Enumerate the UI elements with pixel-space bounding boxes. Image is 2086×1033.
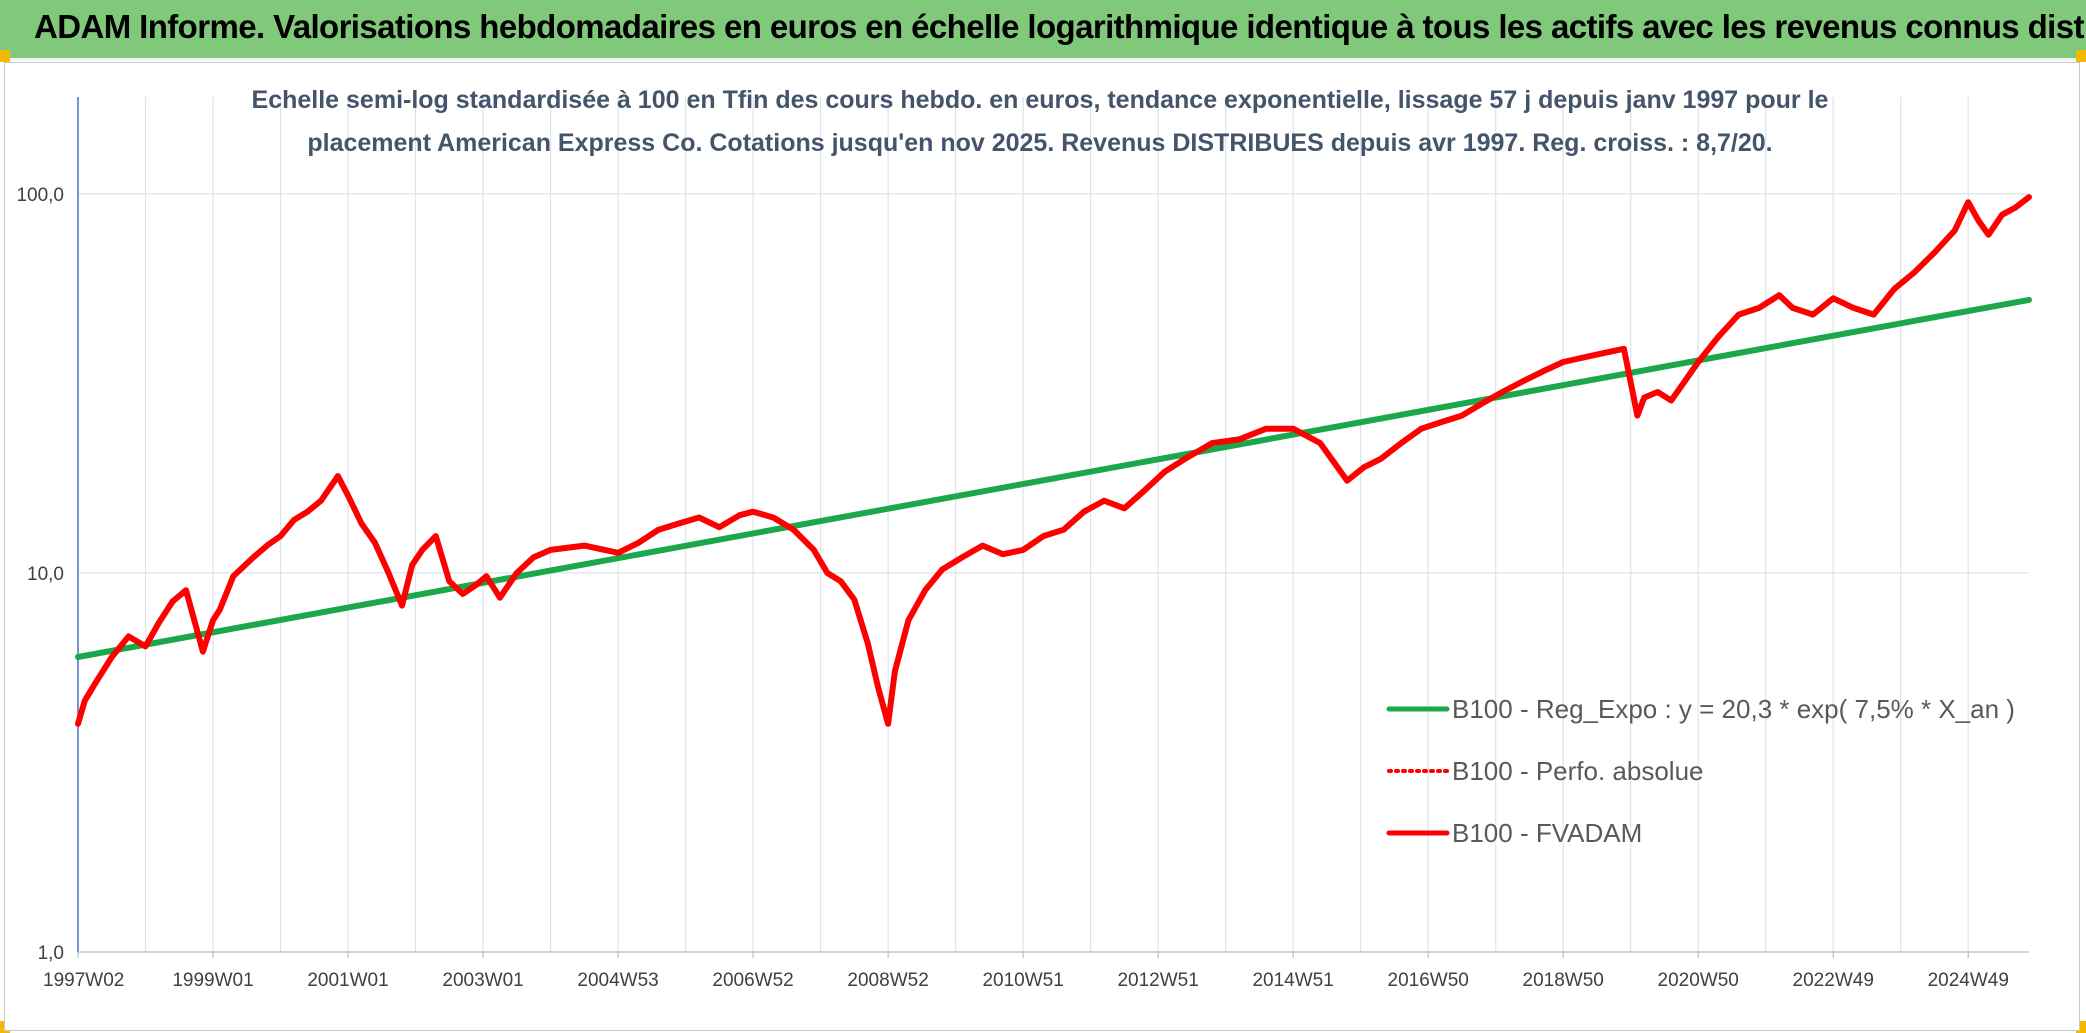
grid-layer xyxy=(78,97,2029,953)
legend-label-2: B100 - Perfo. absolue xyxy=(1452,756,1704,786)
x-tick-label: 1997W02 xyxy=(43,970,124,991)
x-tick-label: 2006W52 xyxy=(712,970,793,991)
chart-area: Echelle semi-log standardisée à 100 en T… xyxy=(4,62,2080,1031)
chart-subtitle: Echelle semi-log standardisée à 100 en T… xyxy=(252,86,1829,157)
x-tick-label: 2001W01 xyxy=(307,970,388,991)
x-tick-label: 2008W52 xyxy=(847,970,928,991)
x-tick-label: 1999W01 xyxy=(172,970,253,991)
x-tick-label: 2012W51 xyxy=(1117,970,1198,991)
corner-marker-bottom-right xyxy=(2076,1021,2086,1033)
x-tick-label: 2020W50 xyxy=(1658,970,1739,991)
x-tick-label: 2004W53 xyxy=(577,970,658,991)
chart-subtitle-line: Echelle semi-log standardisée à 100 en T… xyxy=(252,86,1829,114)
legend-label-3: B100 - FVADAM xyxy=(1452,818,1642,848)
x-tick-label: 2022W49 xyxy=(1793,970,1874,991)
x-tick-label: 2018W50 xyxy=(1523,970,1604,991)
legend: B100 - Reg_Expo : y = 20,3 * exp( 7,5% *… xyxy=(1386,694,2015,848)
x-tick-label: 2003W01 xyxy=(442,970,523,991)
x-tick-label: 2024W49 xyxy=(1928,970,2009,991)
x-tick-label: 2016W50 xyxy=(1388,970,1469,991)
corner-marker-left xyxy=(0,50,10,62)
x-tick-label: 2010W51 xyxy=(982,970,1063,991)
legend-label-1: B100 - Reg_Expo : y = 20,3 * exp( 7,5% *… xyxy=(1452,694,2015,724)
corner-marker-right xyxy=(2076,50,2086,62)
y-tick-label: 1,0 xyxy=(38,943,64,964)
series-layer xyxy=(75,194,2032,727)
fvadam-line xyxy=(75,194,2032,727)
y-tick-label: 100,0 xyxy=(16,185,64,206)
report-title: ADAM Informe. Valorisations hebdomadaire… xyxy=(34,8,2086,45)
axis-layer: 1,0 10,0 100,0 1997W02 1999W01 2001W01 2003W01… xyxy=(16,97,2029,991)
y-tick-label: 10,0 xyxy=(27,564,64,585)
trend-line xyxy=(75,296,2032,660)
chart-subtitle-line: placement American Express Co. Cotations… xyxy=(307,129,1772,157)
chart-svg: Echelle semi-log standardisée à 100 en T… xyxy=(16,86,2032,991)
x-tick-label: 2014W51 xyxy=(1252,970,1333,991)
report-header: ADAM Informe. Valorisations hebdomadaire… xyxy=(0,0,2086,61)
